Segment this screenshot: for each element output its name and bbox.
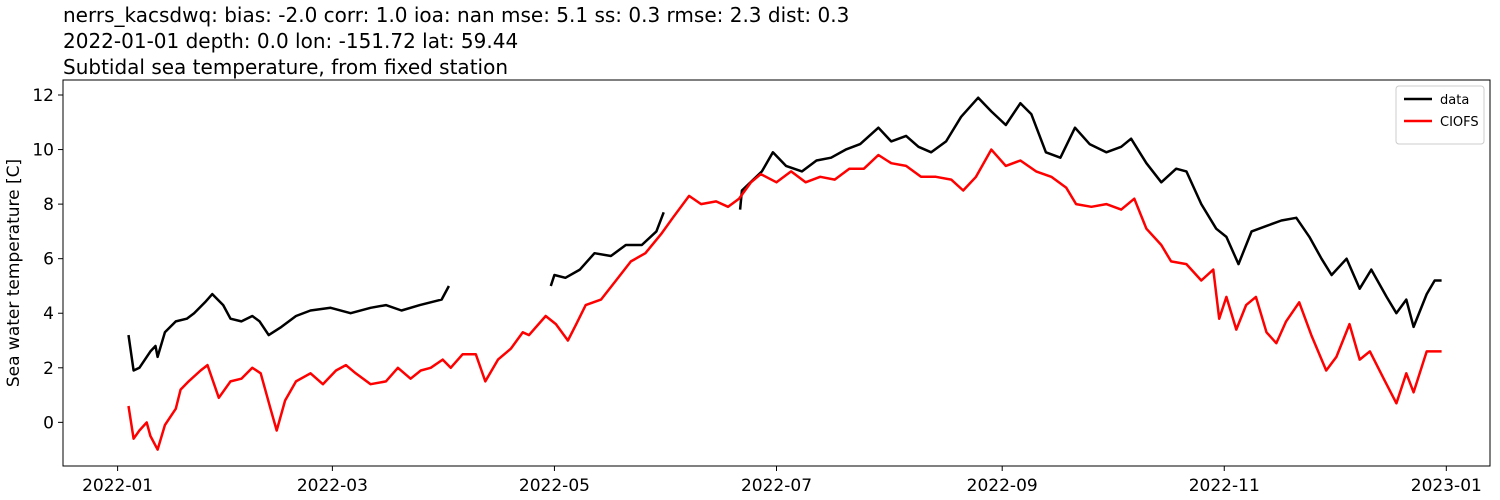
x-tick-label: 2022-09 (967, 476, 1038, 496)
y-tick-label: 4 (43, 304, 54, 324)
legend-label: data (1440, 93, 1469, 108)
x-tick-label: 2022-01 (82, 476, 153, 496)
y-tick-label: 6 (43, 250, 54, 270)
chart-subtitle: 2022-01-01 depth: 0.0 lon: -151.72 lat: … (63, 29, 518, 53)
x-tick-label: 2023-01 (1411, 476, 1482, 496)
y-tick-label: 8 (43, 195, 54, 215)
x-tick-label: 2022-07 (741, 476, 812, 496)
chart-title: nerrs_kacsdwq: bias: -2.0 corr: 1.0 ioa:… (63, 3, 849, 27)
x-tick-label: 2022-03 (297, 476, 368, 496)
plot-frame (62, 79, 1491, 467)
y-tick-label: 12 (32, 86, 54, 106)
y-axis-label: Sea water temperature [C] (4, 159, 24, 387)
chart-subtitle: Subtidal sea temperature, from fixed sta… (63, 55, 508, 79)
x-tick-label: 2022-11 (1189, 476, 1260, 496)
series-line (127, 96, 1442, 372)
legend-box (1395, 85, 1485, 145)
legend-label: CIOFS (1440, 115, 1479, 130)
y-tick-label: 10 (32, 141, 54, 161)
y-tick-label: 2 (43, 359, 54, 379)
legend: data CIOFS (1395, 85, 1485, 145)
series-line (127, 148, 1442, 451)
y-tick-label: 0 (43, 413, 54, 433)
x-tick-label: 2022-05 (519, 476, 590, 496)
